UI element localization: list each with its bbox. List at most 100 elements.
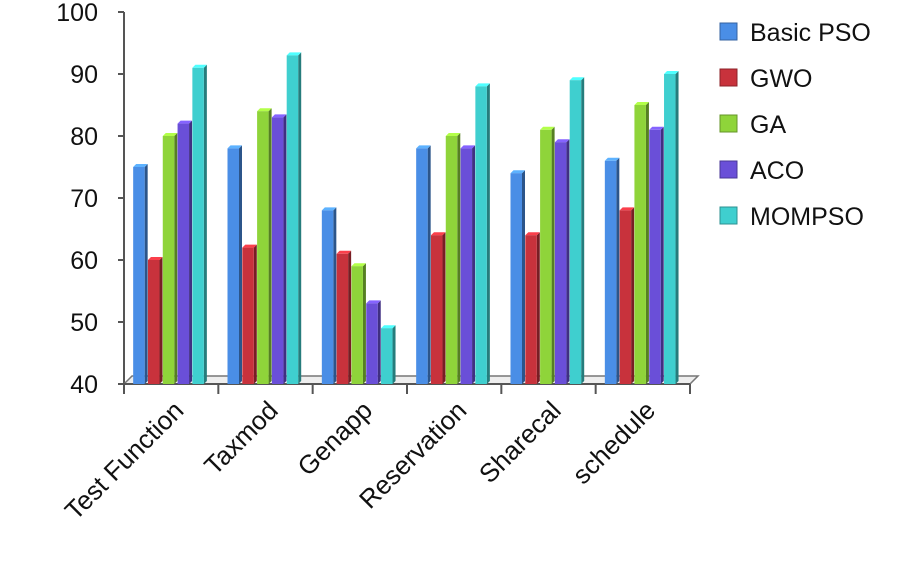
bar: [525, 232, 540, 384]
bar-top: [540, 126, 555, 130]
bar-side: [203, 64, 207, 385]
bar: [416, 145, 431, 384]
bar-top: [257, 108, 272, 112]
bar-top: [619, 207, 635, 211]
bar: [242, 244, 257, 384]
bar-side: [581, 77, 585, 384]
bar-front: [192, 67, 204, 385]
bar-side: [522, 170, 525, 384]
x-category-label: schedule: [566, 395, 661, 490]
bar-top: [381, 325, 396, 329]
bar: [257, 108, 272, 384]
bar-front: [242, 247, 254, 384]
bar-front: [227, 148, 239, 384]
bar-top: [460, 145, 476, 149]
bar-top: [162, 133, 178, 136]
bar-front: [351, 266, 363, 384]
bar-side: [362, 263, 366, 384]
bar: [649, 126, 664, 385]
bar-top: [177, 120, 193, 124]
bar-front: [286, 55, 299, 385]
y-tick-label: 60: [70, 247, 98, 275]
legend-swatch: [719, 206, 738, 225]
bar-front: [336, 253, 349, 384]
bar-top: [147, 257, 163, 260]
bar-top: [510, 170, 525, 174]
legend-item: GWO: [719, 65, 813, 93]
bar-side: [189, 120, 193, 384]
bar: [569, 77, 585, 384]
bar-front: [475, 86, 487, 385]
bar-top: [634, 102, 649, 105]
bar-top: [649, 126, 664, 130]
bar-front: [634, 105, 646, 384]
legend-label: GA: [750, 111, 786, 139]
bar-front: [133, 167, 145, 384]
bar-side: [551, 126, 555, 385]
legend-item: MOMPSO: [719, 203, 864, 231]
bar-top: [604, 157, 620, 161]
bar-top: [554, 139, 570, 143]
bar-front: [147, 260, 160, 384]
bar-side: [253, 244, 257, 384]
bar-side: [631, 207, 635, 384]
legend-label: MOMPSO: [750, 203, 864, 231]
bar-side: [239, 145, 242, 384]
bar-front: [177, 123, 190, 384]
bar-front: [525, 235, 537, 384]
legend-label: GWO: [750, 65, 813, 93]
legend: Basic PSO GWO GA ACO MOMPSO: [719, 19, 871, 231]
bar-front: [257, 111, 269, 384]
x-category-label: Genapp: [291, 395, 378, 482]
bar-top: [430, 232, 446, 236]
y-tick-label: 90: [70, 61, 98, 89]
bar-side: [442, 232, 446, 384]
bar-front: [604, 160, 617, 384]
bar-top: [133, 164, 148, 167]
bar-top: [569, 77, 585, 81]
bar-front: [445, 136, 458, 384]
y-tick-label: 100: [56, 0, 98, 27]
legend-item: GA: [719, 111, 786, 139]
bar-side: [174, 133, 178, 384]
bar-front: [649, 129, 661, 384]
bar-side: [427, 145, 431, 384]
y-tick-label: 50: [70, 309, 98, 337]
bar: [619, 207, 635, 384]
bar: [162, 133, 178, 384]
bar-top: [271, 114, 287, 118]
legend-swatch: [719, 114, 738, 133]
bar-side: [660, 126, 664, 385]
bar-top: [445, 133, 461, 136]
bars: [133, 52, 679, 385]
bar: [366, 300, 381, 384]
bar-top: [664, 71, 679, 74]
bar: [554, 139, 570, 384]
bar: [321, 207, 337, 384]
bar-side: [486, 83, 490, 385]
bar: [351, 263, 366, 384]
y-tick-label: 70: [70, 185, 98, 213]
bar-front: [540, 129, 552, 384]
x-category-label: Taxmod: [198, 395, 284, 481]
bar-side: [536, 232, 540, 384]
bar-side: [457, 133, 461, 384]
bar: [430, 232, 446, 384]
legend-swatch: [719, 68, 738, 87]
bar: [177, 120, 193, 384]
legend-swatch: [719, 22, 738, 41]
bar-side: [283, 114, 287, 385]
bar: [540, 126, 555, 385]
bar-top: [336, 250, 352, 254]
bar-top: [227, 145, 242, 149]
bar: [286, 52, 302, 385]
bar: [336, 250, 352, 384]
bar-top: [242, 244, 257, 248]
bar-side: [159, 257, 163, 384]
bar-side: [472, 145, 476, 384]
bar-top: [321, 207, 337, 211]
bar-top: [416, 145, 431, 149]
bar-side: [333, 207, 337, 384]
